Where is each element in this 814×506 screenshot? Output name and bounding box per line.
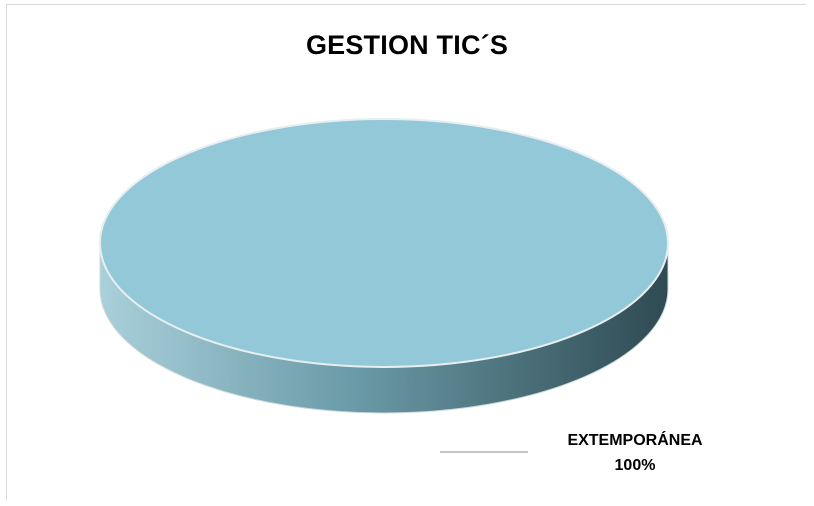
chart-area [6,4,806,500]
chart-title: GESTION TIC´S [305,30,509,60]
slice-label-value: 100% [615,457,656,474]
slice-label-category: EXTEMPORÁNEA [567,430,703,449]
pie-slice-0 [99,118,669,368]
